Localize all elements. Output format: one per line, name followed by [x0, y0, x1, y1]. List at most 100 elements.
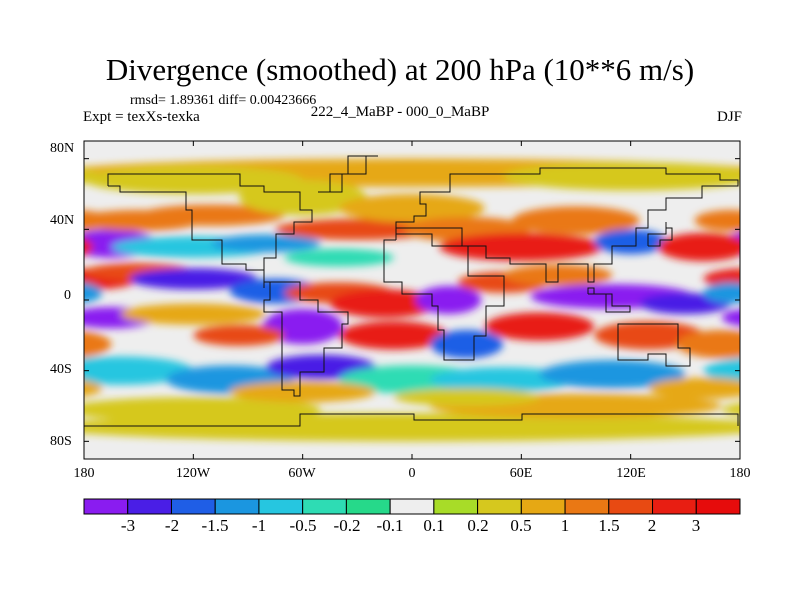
field-blob [275, 218, 440, 240]
field-blob [676, 330, 740, 359]
field-blob [339, 321, 449, 350]
chart-title: Divergence (smoothed) at 200 hPa (10**6 … [105, 52, 695, 87]
field-blob [430, 330, 504, 359]
coastline [84, 413, 739, 427]
lon-label-60w: 60W [288, 466, 316, 481]
field-blob [193, 324, 285, 346]
field-blob [84, 397, 321, 422]
colorbar-label: 0.1 [423, 516, 445, 535]
colorbar-label: 0.5 [510, 516, 532, 535]
field-blob [439, 232, 604, 262]
coastline [107, 173, 313, 288]
field-blob [594, 321, 704, 350]
lon-label-0: 0 [408, 466, 416, 481]
coastline [647, 222, 673, 247]
colorbar-label: -1 [251, 516, 267, 535]
field-blob [703, 282, 740, 304]
field-blob [339, 194, 485, 223]
lat-label-0: 0 [64, 288, 71, 303]
colorbar-swatch [83, 498, 129, 515]
colorbar-label: 1.5 [598, 516, 620, 535]
lat-label-80s: 80S [50, 434, 72, 449]
colorbar-label: 2 [647, 516, 657, 535]
colorbar-label: -0.5 [289, 516, 317, 535]
field-blob [84, 421, 121, 434]
lon-label-60e: 60E [509, 466, 533, 481]
field-blob [138, 204, 285, 226]
field-blob [730, 215, 740, 226]
coastline [395, 167, 739, 283]
colorbar-swatch [302, 498, 347, 515]
colorbar-label: -2 [164, 516, 180, 535]
field-blob [84, 331, 112, 358]
coastline [318, 155, 378, 193]
field-blob [84, 210, 112, 231]
field-blob [648, 377, 740, 399]
colorbar-swatch [520, 498, 566, 515]
field-blob [721, 309, 740, 327]
field-blob [740, 166, 800, 194]
experiment-label: Expt = texXs-texka [83, 109, 200, 125]
lon-label-120e: 120E [616, 466, 646, 481]
field-blob [484, 312, 595, 341]
colorbar-label: -0.2 [333, 516, 361, 535]
colorbar-label: 1 [560, 516, 570, 535]
lat-label-40s: 40S [50, 362, 72, 377]
colorbar-swatch [695, 498, 741, 515]
colorbar-swatch [127, 498, 172, 515]
colorbar-swatch [433, 498, 479, 515]
field-blob [430, 367, 576, 392]
field-blob [84, 165, 303, 194]
colorbar-swatch [477, 498, 522, 515]
lon-label-180w: 180 [73, 466, 95, 481]
colorbar-label: 3 [691, 516, 701, 535]
lon-label-120w: 120W [175, 466, 211, 481]
coastline [383, 233, 505, 361]
colorbar-swatch [389, 498, 435, 515]
coastline [617, 323, 691, 367]
field-blob [84, 238, 94, 256]
lat-label-80n: 80N [50, 141, 75, 156]
field-blob [694, 209, 740, 232]
field-blob [740, 263, 800, 281]
field-blob [330, 289, 440, 318]
colorbar-swatch [564, 498, 610, 515]
season-label: DJF [716, 109, 742, 125]
field-blob [120, 303, 267, 325]
field-blob [658, 232, 740, 262]
colorbar-label: -1.5 [201, 516, 229, 535]
field-blob [129, 268, 258, 290]
field-blob [415, 285, 482, 315]
colorbar-swatch [214, 498, 260, 515]
colorbar-swatch [170, 498, 216, 515]
colorbar-swatch [258, 498, 304, 515]
field-blob [84, 356, 194, 385]
colorbar-swatch [608, 498, 654, 515]
field-blob [84, 169, 103, 184]
field-blob [703, 358, 740, 383]
stats-label: rmsd= 1.89361 diff= 0.00423666 [130, 93, 317, 108]
colorbar-label: -3 [120, 516, 136, 535]
colorbar-swatch [652, 498, 697, 515]
coastline [263, 281, 349, 397]
experiment-difference-label: 222_4_MaBP - 000_0_MaBP [310, 104, 490, 120]
colorbar-label: 0.2 [467, 516, 489, 535]
lon-label-180e: 180 [729, 466, 751, 481]
field-blob [393, 388, 540, 406]
field-blob [703, 421, 740, 434]
field-blob [539, 360, 686, 389]
field-blob [503, 162, 740, 191]
field-blob [84, 380, 103, 397]
colorbar-swatch [345, 498, 391, 515]
field-blob [84, 282, 103, 303]
field-blob [721, 403, 740, 416]
field-blob [594, 229, 668, 255]
colorbar-label: -0.1 [376, 516, 404, 535]
coastline [587, 287, 631, 313]
field-blob [229, 381, 376, 403]
lat-label-40n: 40N [50, 213, 75, 228]
field-blob [512, 206, 640, 235]
field-blob [211, 234, 321, 253]
field-blob [238, 179, 367, 216]
